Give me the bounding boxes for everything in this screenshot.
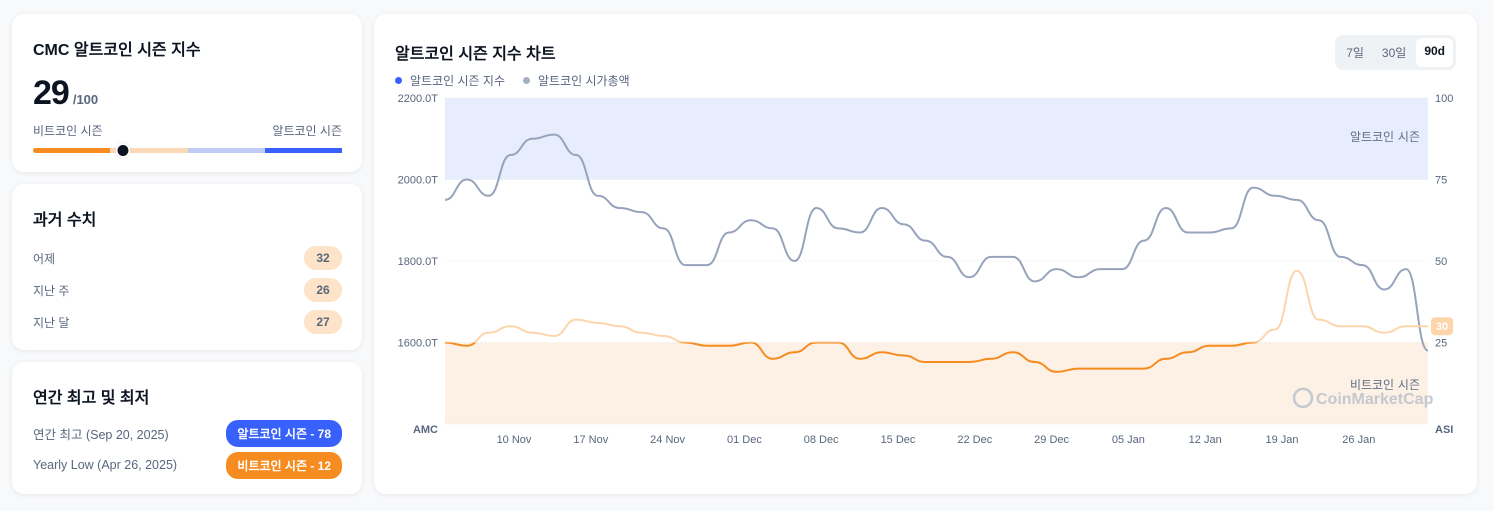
right-axis-title: ASI [1435,424,1453,436]
x-axis-tick: 29 Dec [1034,434,1069,446]
range-segment [110,148,188,153]
x-axis-tick: 19 Jan [1265,434,1298,446]
historical-values-card: 과거 수치 어제 32 지난 주 26 지난 달 27 [12,184,362,350]
range-segment [187,148,265,153]
x-axis-tick: 01 Dec [727,434,762,446]
index-line-below-25 [444,342,1258,373]
current-value-text: 30 [1436,321,1448,333]
x-axis-tick: 17 Nov [573,434,608,446]
range-90d-button[interactable]: 90d [1416,38,1453,67]
range-segment [33,148,111,153]
x-axis-tick: 05 Jan [1112,434,1145,446]
x-axis-tick: 22 Dec [957,434,992,446]
right-axis-tick: 75 [1435,175,1447,187]
legend-item-index[interactable]: 알트코인 시즌 지수 [395,72,505,89]
historical-row-yesterday: 어제 32 [33,242,342,274]
time-range-selector: 7일 30일 90d [1335,35,1456,70]
altcoin-season-zone-label: 알트코인 시즌 [1350,130,1420,144]
x-axis-tick: 24 Nov [650,434,685,446]
legend-label: 알트코인 시즌 지수 [410,74,505,88]
legend-dot-icon [523,77,530,84]
historical-label: 지난 달 [33,315,70,330]
historical-value-pill: 26 [304,278,342,302]
left-axis-tick: 1600.0T [398,338,439,350]
current-value-tag [1431,317,1453,336]
bitcoin-season-zone [445,342,1428,424]
altcoin-season-badge: 알트코인 시즌 - 78 [226,419,342,447]
index-score: 29 /100 [33,74,98,113]
yearly-list: 연간 최고 (Sep 20, 2025) 알트코인 시즌 - 78 Yearly… [33,417,342,481]
market-cap-line [444,133,1429,352]
yearly-low-row: Yearly Low (Apr 26, 2025) 비트코인 시즌 - 12 [33,449,342,481]
altcoin-season-zone [445,98,1428,180]
historical-row-last-week: 지난 주 26 [33,274,342,306]
range-30d-button[interactable]: 30일 [1381,46,1407,60]
chart-canvas[interactable]: 1600.0T 1800.0T 2000.0T 2200.0T AMC 25 50 75 100… [374,14,1477,494]
historical-label: 지난 주 [33,283,70,298]
range-labels: 비트코인 시즌 알트코인 시즌 [33,122,342,139]
yearly-high-row: 연간 최고 (Sep 20, 2025) 알트코인 시즌 - 78 [33,417,342,449]
x-axis-tick: 26 Jan [1342,434,1375,446]
x-axis-tick: 12 Jan [1189,434,1222,446]
right-axis-tick: 50 [1435,256,1447,268]
index-line-above-25 [445,269,1428,343]
legend-item-market-cap[interactable]: 알트코인 시가총액 [523,72,630,89]
legend-label: 알트코인 시가총액 [538,74,630,88]
yearly-high-label: 연간 최고 (Sep 20, 2025) [33,427,169,442]
historical-label: 어제 [33,251,56,266]
right-axis-tick: 25 [1435,338,1447,350]
legend-dot-icon [395,77,402,84]
yearly-high-low-card: 연간 최고 및 최저 연간 최고 (Sep 20, 2025) 알트코인 시즌 … [12,362,362,494]
bitcoin-season-label: 비트코인 시즌 [33,124,103,138]
range-indicator-thumb [115,143,131,158]
x-axis-tick: 15 Dec [881,434,916,446]
coinmarketcap-watermark [1292,387,1314,409]
left-axis-tick: 2000.0T [398,175,439,187]
index-value: 29 [33,74,70,112]
x-axis-tick: 10 Nov [497,434,532,446]
bitcoin-season-badge: 비트코인 시즌 - 12 [226,451,342,479]
bitcoin-season-zone-label: 비트코인 시즌 [1350,378,1420,392]
historical-value-pill: 32 [304,246,342,270]
index-max: /100 [72,92,99,107]
altcoin-season-label: 알트코인 시즌 [272,124,342,138]
historical-list: 어제 32 지난 주 26 지난 달 27 [33,242,342,338]
range-segment [264,148,342,153]
yearly-low-label: Yearly Low (Apr 26, 2025) [33,458,178,472]
left-axis-tick: 2200.0T [398,93,439,105]
index-card-title: CMC 알트코인 시즌 지수 [33,42,201,59]
left-axis-tick: 1800.0T [398,256,439,268]
chart-legend: 알트코인 시즌 지수 알트코인 시가총액 [395,72,630,89]
watermark-text: CoinMarketCap [1316,391,1434,408]
chart-title: 알트코인 시즌 지수 차트 [395,46,556,63]
historical-title: 과거 수치 [33,212,97,229]
historical-value-pill: 27 [304,310,342,334]
right-axis-tick: 100 [1435,93,1453,105]
season-range-bar [33,143,342,158]
coinmarketcap-logo-icon [1292,387,1314,409]
yearly-title: 연간 최고 및 최저 [33,390,150,407]
range-7d-button[interactable]: 7일 [1346,46,1364,60]
x-axis-tick: 08 Dec [804,434,839,446]
historical-row-last-month: 지난 달 27 [33,306,342,338]
left-axis-title: AMC [413,424,438,436]
altcoin-index-card: CMC 알트코인 시즌 지수 29 /100 비트코인 시즌 알트코인 시즌 [12,14,362,172]
altcoin-index-chart-card: 1600.0T 1800.0T 2000.0T 2200.0T AMC 25 50 75 100… [374,14,1477,494]
